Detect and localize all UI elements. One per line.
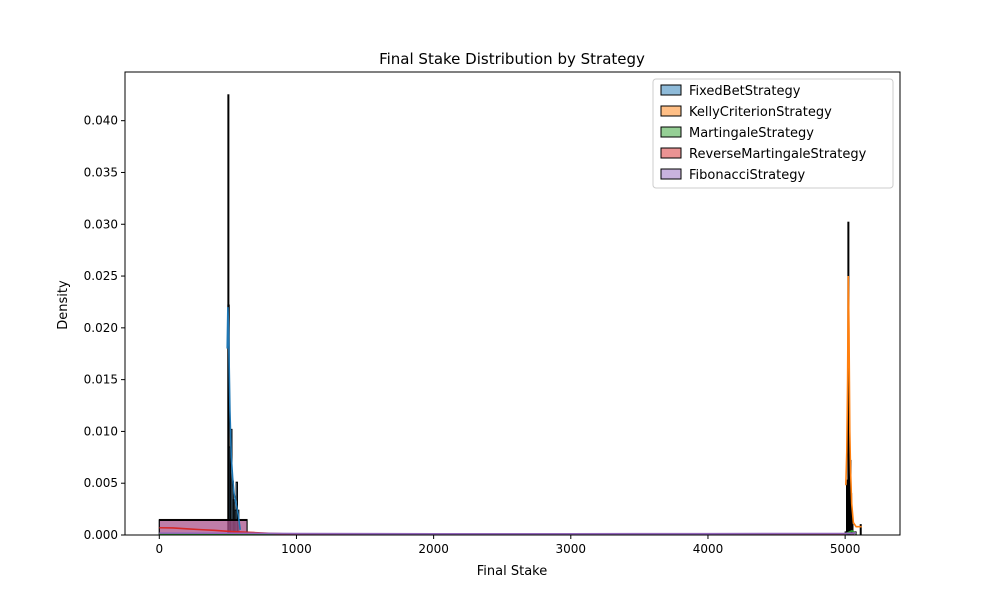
kde-line-KellyCriterionStrategy xyxy=(845,276,862,528)
legend-label-ReverseMartingaleStrategy: ReverseMartingaleStrategy xyxy=(689,147,867,162)
y-tick-label-8: 0.040 xyxy=(84,114,118,128)
legend-label-MartingaleStrategy: MartingaleStrategy xyxy=(689,126,814,141)
legend-label-FibonacciStrategy: FibonacciStrategy xyxy=(689,168,805,183)
kde-line-FibonacciStrategy xyxy=(159,532,857,535)
axes: 0 1000 2000 3000 4000 5000 0.000 0.005 0.010 0.01… xyxy=(84,71,901,556)
legend-box xyxy=(652,78,894,189)
x-axis-label: Final Stake xyxy=(477,564,547,579)
y-tick-label-7: 0.035 xyxy=(84,165,118,179)
x-tick-label-1: 1000 xyxy=(281,542,312,556)
legend: FixedBetStrategy KellyCriterionStrategy Ma… xyxy=(652,78,894,189)
y-tick-label-5: 0.025 xyxy=(84,269,118,283)
legend-swatch-MartingaleStrategy xyxy=(660,126,682,138)
x-tick-label-0: 0 xyxy=(155,542,163,556)
x-tick-label-3: 3000 xyxy=(556,542,587,556)
legend-swatch-FixedBetStrategy xyxy=(660,84,682,96)
legend-swatch-ReverseMartingaleStrategy xyxy=(660,147,682,159)
y-tick-label-4: 0.020 xyxy=(84,321,118,335)
chart-title: Final Stake Distribution by Strategy xyxy=(379,50,645,68)
x-tick-label-2: 2000 xyxy=(418,542,449,556)
x-tick-label-5: 5000 xyxy=(830,542,861,556)
y-tick-label-6: 0.030 xyxy=(84,217,118,231)
legend-label-FixedBetStrategy: FixedBetStrategy xyxy=(689,84,801,99)
y-axis-label: Density xyxy=(56,280,71,330)
y-tick-label-1: 0.005 xyxy=(84,476,118,490)
y-tick-label-2: 0.010 xyxy=(84,424,118,438)
legend-label-KellyCriterionStrategy: KellyCriterionStrategy xyxy=(689,105,832,120)
legend-swatch-KellyCriterionStrategy xyxy=(660,105,682,117)
y-tick-label-0: 0.000 xyxy=(84,528,118,542)
x-tick-label-4: 4000 xyxy=(693,542,724,556)
y-tick-label-3: 0.015 xyxy=(84,373,118,387)
kde-line-FixedBetStrategy xyxy=(226,307,242,530)
plot-frame xyxy=(124,71,901,536)
legend-swatch-FibonacciStrategy xyxy=(660,168,682,180)
